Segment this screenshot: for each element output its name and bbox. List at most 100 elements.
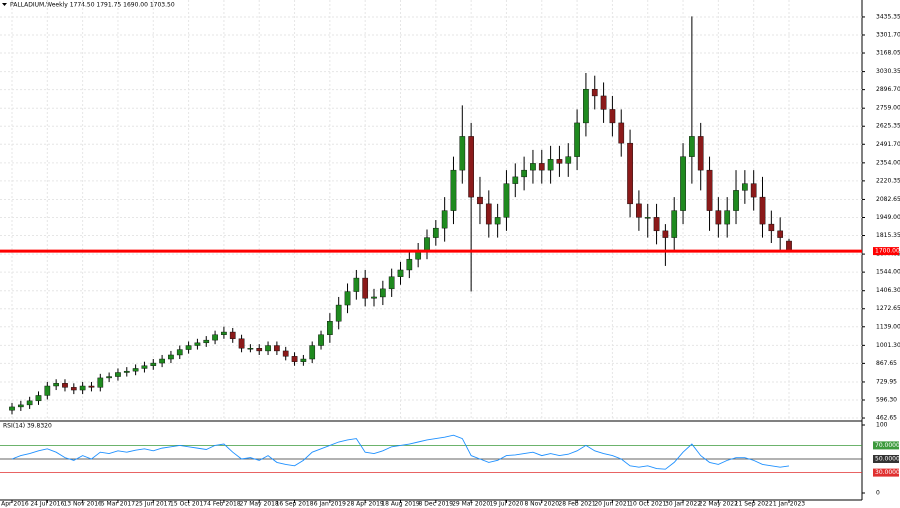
x-tick-label: 27 May 2018 (240, 501, 279, 508)
candle-body (159, 358, 165, 364)
x-tick-label: 30 Jan 2022 (665, 501, 701, 508)
x-tick-label: 13 Nov 2016 (63, 501, 102, 508)
x-tick-label: 20 Jun 2021 (594, 501, 630, 508)
candle-body (777, 230, 784, 238)
y-tick-label: 2491.70 (876, 141, 900, 148)
candle-body (176, 349, 183, 356)
x-tick-label: 28 Feb 2021 (558, 501, 596, 508)
candle-body (318, 334, 324, 346)
x-tick-label: 8 Nov 2020 (524, 501, 559, 508)
candle-body (574, 122, 580, 157)
candle-body (53, 383, 59, 387)
candle-body (680, 156, 686, 211)
y-tick-label: 2759.00 (876, 105, 900, 112)
candle-body (229, 331, 236, 339)
candle-body (503, 183, 510, 218)
candle-body (238, 338, 245, 349)
candle-body (750, 183, 757, 198)
candle-body (265, 345, 271, 352)
candle-body (397, 269, 404, 277)
x-tick-label: 3 Apr 2016 (0, 501, 29, 508)
candle-body (689, 136, 695, 157)
y-tick-label: 596.30 (876, 396, 897, 403)
candle-body (600, 95, 607, 110)
candle-body (362, 277, 369, 299)
candle-body (512, 176, 519, 184)
candle-body (185, 345, 192, 350)
candle-body (123, 370, 130, 373)
candle-body (477, 196, 483, 205)
candle-body (70, 387, 77, 391)
candle-body (653, 217, 660, 232)
y-tick-label: 2896.70 (876, 86, 900, 93)
candle-body (274, 345, 280, 352)
x-tick-label: 28 Apr 2019 (347, 501, 384, 508)
candle-body (212, 334, 218, 341)
candle-body (300, 358, 307, 362)
candle-body (35, 395, 42, 402)
candle-body (168, 354, 174, 360)
candle-body (26, 400, 33, 406)
candle-body (494, 217, 501, 225)
rsi-level-label: 30.0000 (875, 469, 900, 476)
y-tick-label: 1001.30 (876, 342, 900, 349)
candle-body (697, 136, 704, 171)
candle-body (115, 372, 121, 377)
candle-body (291, 356, 298, 362)
candle-body (538, 163, 545, 171)
candle-body (432, 227, 439, 238)
candle-body (609, 109, 616, 124)
candle-body (644, 217, 651, 219)
candle-body (521, 169, 527, 178)
candle-body (441, 210, 448, 229)
candle-body (282, 350, 289, 357)
candle-body (706, 169, 713, 211)
candle-body (62, 383, 68, 388)
rsi-level-label: 50.0000 (875, 456, 900, 463)
candle-body (468, 136, 474, 198)
x-tick-label: 25 Jun 2017 (135, 501, 171, 508)
y-tick-label: 2625.35 (876, 123, 900, 130)
x-tick-label: 1 Jan 2023 (773, 501, 805, 508)
candle-body (97, 377, 104, 388)
candle-body (327, 321, 333, 335)
candle-body (742, 183, 748, 191)
candle-body (9, 406, 15, 411)
rsi-level-box (873, 455, 899, 463)
candle-body (194, 342, 201, 346)
candle-body (547, 159, 554, 171)
candle-body (309, 345, 316, 360)
rsi-y-tick-label: 100 (876, 422, 888, 429)
rsi-level-box (873, 441, 899, 450)
candle-body (768, 223, 775, 232)
rsi-y-tick-label: 0 (876, 490, 880, 497)
x-tick-label: 22 May 2022 (699, 501, 738, 508)
x-tick-label: 19 Jul 2020 (489, 501, 523, 508)
rsi-title: RSI(14) 39.8320 (3, 423, 52, 430)
candle-body (132, 368, 139, 372)
y-tick-label: 1139.00 (876, 323, 900, 330)
candle-body (335, 304, 342, 322)
candle-body (565, 156, 572, 164)
x-tick-label: 8 Dec 2019 (419, 501, 454, 508)
y-tick-label: 1272.65 (876, 305, 900, 312)
candle-body (256, 348, 263, 352)
y-tick-label: 3030.35 (876, 68, 900, 75)
x-tick-label: 11 Sep 2022 (735, 501, 773, 508)
candle-body (44, 385, 51, 396)
candle-body (485, 203, 492, 225)
candle-body (450, 169, 457, 211)
candle-body (106, 376, 112, 379)
candle-body (150, 362, 157, 366)
y-tick-label: 867.65 (876, 360, 897, 367)
candle-body (221, 331, 227, 335)
y-tick-label: 1544.00 (876, 269, 900, 276)
rsi-line (11, 434, 790, 470)
candle-body (618, 122, 625, 144)
x-tick-label: 29 Mar 2020 (452, 501, 490, 508)
x-tick-label: 16 Sep 2018 (276, 501, 314, 508)
candle-body (388, 276, 395, 290)
y-tick-label: 462.65 (876, 415, 897, 422)
